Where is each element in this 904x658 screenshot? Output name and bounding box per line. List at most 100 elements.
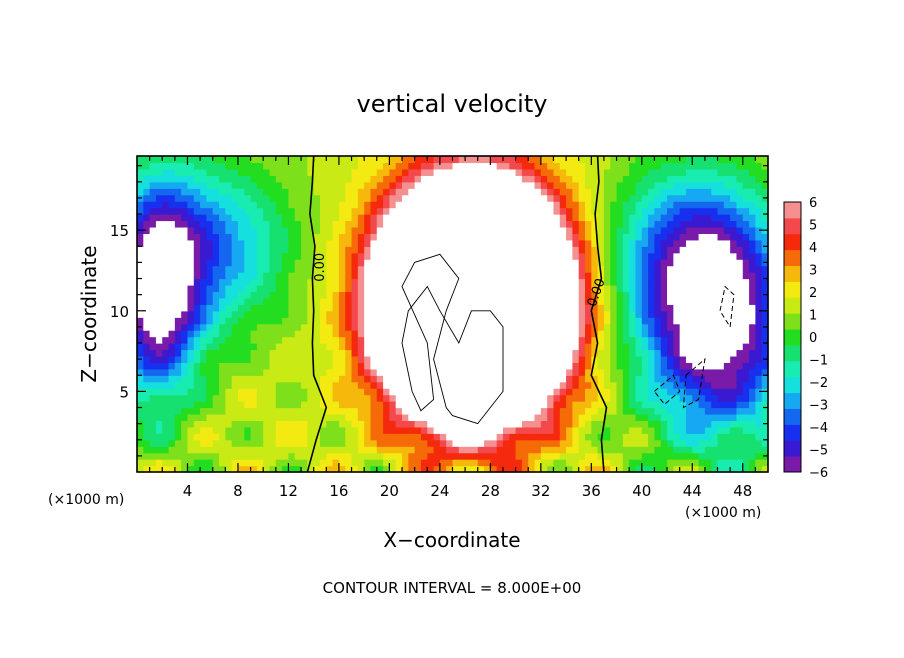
field-cell xyxy=(181,401,188,408)
field-cell xyxy=(673,233,680,240)
field-cell xyxy=(610,382,617,389)
field-cell xyxy=(219,401,226,408)
field-cell xyxy=(263,285,270,292)
field-cell xyxy=(187,382,194,389)
field-cell xyxy=(320,375,327,382)
field-cell xyxy=(692,382,699,389)
field-cell xyxy=(743,195,750,202)
field-cell xyxy=(535,214,542,221)
field-cell xyxy=(718,214,725,221)
field-cell xyxy=(345,420,352,427)
field-cell xyxy=(680,324,687,331)
field-cell xyxy=(352,408,359,415)
field-cell xyxy=(699,433,706,440)
field-cell xyxy=(383,324,390,331)
field-cell xyxy=(522,227,529,234)
field-cell xyxy=(282,343,289,350)
field-cell xyxy=(301,382,308,389)
field-cell xyxy=(244,253,251,260)
field-cell xyxy=(604,266,611,273)
field-cell xyxy=(187,233,194,240)
field-cell xyxy=(402,195,409,202)
field-cell xyxy=(137,214,144,221)
field-cell xyxy=(623,311,630,318)
field-cell xyxy=(251,317,258,324)
field-cell xyxy=(396,395,403,402)
field-cell xyxy=(263,246,270,253)
field-cell xyxy=(453,440,460,447)
field-cell xyxy=(522,304,529,311)
field-cell xyxy=(263,349,270,356)
field-cell xyxy=(232,214,239,221)
field-cell xyxy=(181,440,188,447)
field-cell xyxy=(194,427,201,434)
field-cell xyxy=(623,162,630,169)
field-cell xyxy=(535,188,542,195)
field-cell xyxy=(282,395,289,402)
field-cell xyxy=(503,227,510,234)
field-cell xyxy=(137,343,144,350)
field-cell xyxy=(453,324,460,331)
field-cell xyxy=(490,433,497,440)
field-cell xyxy=(162,201,169,208)
field-cell xyxy=(358,369,365,376)
field-cell xyxy=(522,362,529,369)
field-cell xyxy=(339,349,346,356)
field-cell xyxy=(553,162,560,169)
field-cell xyxy=(635,233,642,240)
field-cell xyxy=(623,356,630,363)
field-cell xyxy=(459,356,466,363)
field-cell xyxy=(667,208,674,215)
field-cell xyxy=(541,414,548,421)
field-cell xyxy=(282,298,289,305)
field-cell xyxy=(175,214,182,221)
field-cell xyxy=(692,427,699,434)
field-cell xyxy=(314,304,321,311)
field-cell xyxy=(566,285,573,292)
field-cell xyxy=(572,272,579,279)
field-cell xyxy=(339,182,346,189)
field-cell xyxy=(288,459,295,466)
field-cell xyxy=(629,311,636,318)
field-cell xyxy=(295,175,302,182)
field-cell xyxy=(459,459,466,466)
field-cell xyxy=(661,317,668,324)
field-cell xyxy=(648,285,655,292)
field-cell xyxy=(459,446,466,453)
field-cell xyxy=(560,317,567,324)
field-cell xyxy=(181,214,188,221)
field-cell xyxy=(434,233,441,240)
field-cell xyxy=(654,285,661,292)
field-cell xyxy=(629,208,636,215)
field-cell xyxy=(295,169,302,176)
field-cell xyxy=(503,266,510,273)
field-cell xyxy=(408,188,415,195)
field-cell xyxy=(301,414,308,421)
field-cell xyxy=(276,233,283,240)
field-cell xyxy=(560,304,567,311)
field-cell xyxy=(427,324,434,331)
field-cell xyxy=(320,433,327,440)
field-cell xyxy=(686,414,693,421)
field-cell xyxy=(522,317,529,324)
field-cell xyxy=(358,298,365,305)
field-cell xyxy=(389,375,396,382)
field-cell xyxy=(736,169,743,176)
field-cell xyxy=(295,298,302,305)
field-cell xyxy=(699,401,706,408)
field-cell xyxy=(736,414,743,421)
field-cell xyxy=(673,285,680,292)
field-cell xyxy=(415,459,422,466)
field-cell xyxy=(617,156,624,163)
field-cell xyxy=(535,317,542,324)
field-cell xyxy=(257,395,264,402)
field-cell xyxy=(194,298,201,305)
field-cell xyxy=(730,375,737,382)
field-cell xyxy=(421,201,428,208)
field-cell xyxy=(528,420,535,427)
field-cell xyxy=(137,279,144,286)
field-cell xyxy=(528,388,535,395)
field-cell xyxy=(711,375,718,382)
field-cell xyxy=(358,162,365,169)
field-cell xyxy=(503,343,510,350)
